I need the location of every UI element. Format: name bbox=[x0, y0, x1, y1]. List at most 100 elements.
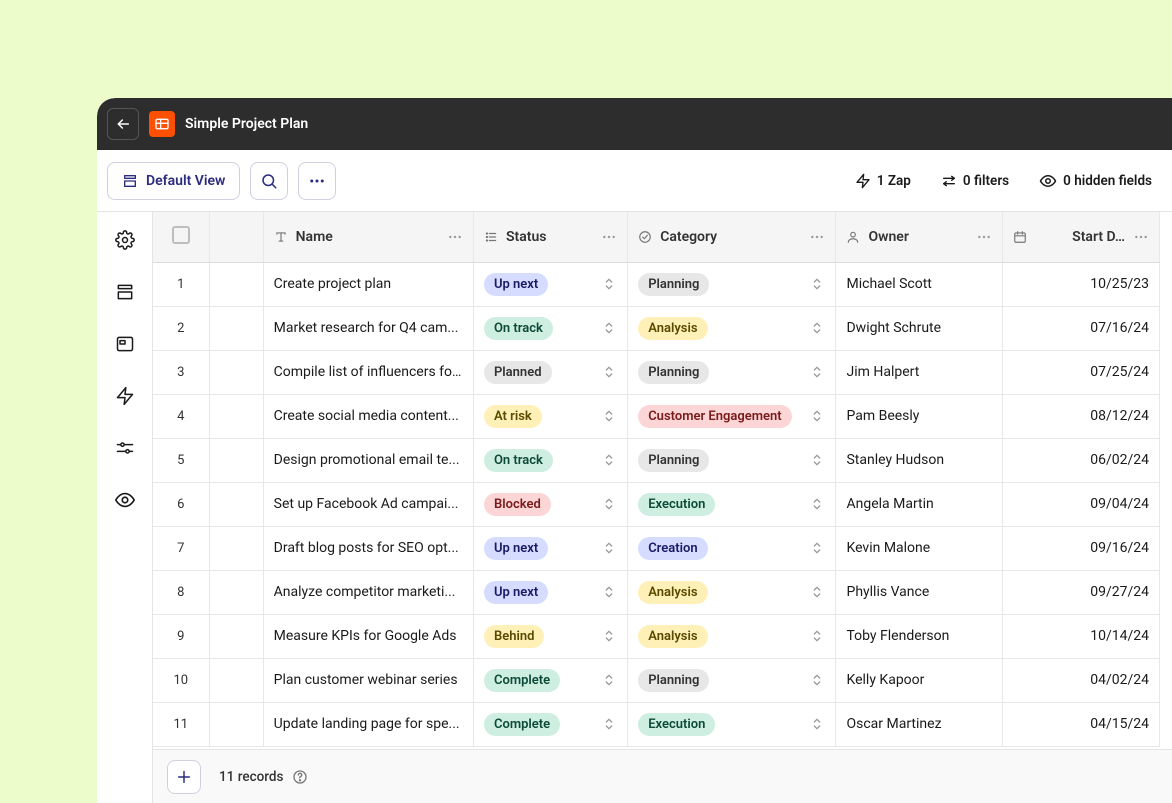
cell-start-date[interactable]: 10/14/24 bbox=[1002, 614, 1159, 658]
cell-status[interactable]: Behind bbox=[473, 614, 627, 658]
cell-owner[interactable]: Dwight Schrute bbox=[836, 306, 1002, 350]
cell-owner[interactable]: Pam Beesly bbox=[836, 394, 1002, 438]
chevron-up-down-icon[interactable] bbox=[601, 540, 617, 556]
column-header-owner[interactable]: Owner bbox=[836, 212, 1002, 262]
cell-name[interactable]: Create project plan bbox=[263, 262, 473, 306]
cell-start-date[interactable]: 09/04/24 bbox=[1002, 482, 1159, 526]
cell-owner[interactable]: Toby Flenderson bbox=[836, 614, 1002, 658]
cell-name[interactable]: Design promotional email te... bbox=[263, 438, 473, 482]
row-number[interactable]: 7 bbox=[153, 526, 209, 570]
zap-rail-icon[interactable] bbox=[113, 384, 137, 408]
cell-category[interactable]: Execution bbox=[628, 702, 836, 746]
default-view-button[interactable]: Default View bbox=[107, 162, 240, 200]
cell-status[interactable]: Complete bbox=[473, 658, 627, 702]
cell-name[interactable]: Analyze competitor marketi... bbox=[263, 570, 473, 614]
cell-start-date[interactable]: 04/15/24 bbox=[1002, 702, 1159, 746]
cell-category[interactable]: Planning bbox=[628, 350, 836, 394]
cell-owner[interactable]: Michael Scott bbox=[836, 262, 1002, 306]
cell-category[interactable]: Planning bbox=[628, 262, 836, 306]
cell-owner[interactable]: Kelly Kapoor bbox=[836, 658, 1002, 702]
column-header-start-date[interactable]: Start D… bbox=[1002, 212, 1159, 262]
table-row[interactable]: 11Update landing page for spe...Complete… bbox=[153, 702, 1160, 746]
cell-owner[interactable]: Kevin Malone bbox=[836, 526, 1002, 570]
cell-start-date[interactable]: 08/12/24 bbox=[1002, 394, 1159, 438]
cell-start-date[interactable]: 07/16/24 bbox=[1002, 306, 1159, 350]
chevron-up-down-icon[interactable] bbox=[809, 716, 825, 732]
column-menu-icon[interactable] bbox=[809, 229, 825, 245]
cell-name[interactable]: Plan customer webinar series bbox=[263, 658, 473, 702]
column-menu-icon[interactable] bbox=[601, 229, 617, 245]
chevron-up-down-icon[interactable] bbox=[809, 584, 825, 600]
chevron-up-down-icon[interactable] bbox=[809, 672, 825, 688]
cell-status[interactable]: Planned bbox=[473, 350, 627, 394]
table-row[interactable]: 8Analyze competitor marketi...Up nextAna… bbox=[153, 570, 1160, 614]
column-header-status[interactable]: Status bbox=[473, 212, 627, 262]
filters-chip[interactable]: 0 filters bbox=[931, 164, 1019, 198]
table-row[interactable]: 6Set up Facebook Ad campai...BlockedExec… bbox=[153, 482, 1160, 526]
visibility-icon[interactable] bbox=[113, 488, 137, 512]
row-number[interactable]: 4 bbox=[153, 394, 209, 438]
cell-start-date[interactable]: 07/25/24 bbox=[1002, 350, 1159, 394]
chevron-up-down-icon[interactable] bbox=[809, 540, 825, 556]
chevron-up-down-icon[interactable] bbox=[601, 452, 617, 468]
table-row[interactable]: 9Measure KPIs for Google AdsBehindAnalys… bbox=[153, 614, 1160, 658]
chevron-up-down-icon[interactable] bbox=[601, 584, 617, 600]
settings-gear-icon[interactable] bbox=[113, 228, 137, 252]
cell-name[interactable]: Set up Facebook Ad campai... bbox=[263, 482, 473, 526]
chevron-up-down-icon[interactable] bbox=[809, 628, 825, 644]
cell-category[interactable]: Planning bbox=[628, 658, 836, 702]
column-menu-icon[interactable] bbox=[447, 229, 463, 245]
cell-category[interactable]: Analysis bbox=[628, 614, 836, 658]
chevron-up-down-icon[interactable] bbox=[601, 628, 617, 644]
cell-owner[interactable]: Jim Halpert bbox=[836, 350, 1002, 394]
zaps-chip[interactable]: 1 Zap bbox=[845, 164, 921, 198]
cell-name[interactable]: Compile list of influencers fo... bbox=[263, 350, 473, 394]
cell-status[interactable]: Up next bbox=[473, 526, 627, 570]
cell-status[interactable]: Up next bbox=[473, 570, 627, 614]
chevron-up-down-icon[interactable] bbox=[601, 496, 617, 512]
row-number[interactable]: 6 bbox=[153, 482, 209, 526]
table-row[interactable]: 7 Draft blog posts for SEO opt...Up nextC… bbox=[153, 526, 1160, 570]
checkbox-icon[interactable] bbox=[172, 226, 190, 244]
back-button[interactable] bbox=[107, 108, 139, 140]
chevron-up-down-icon[interactable] bbox=[809, 276, 825, 292]
chevron-up-down-icon[interactable] bbox=[601, 672, 617, 688]
cell-owner[interactable]: Phyllis Vance bbox=[836, 570, 1002, 614]
cell-category[interactable]: Creation bbox=[628, 526, 836, 570]
cell-start-date[interactable]: 09/27/24 bbox=[1002, 570, 1159, 614]
cell-owner[interactable]: Angela Martin bbox=[836, 482, 1002, 526]
cell-category[interactable]: Analysis bbox=[628, 570, 836, 614]
column-menu-icon[interactable] bbox=[976, 229, 992, 245]
table-row[interactable]: 4 Create social media content...At riskCu… bbox=[153, 394, 1160, 438]
table-row[interactable]: 1Create project planUp nextPlanningMicha… bbox=[153, 262, 1160, 306]
select-all-header[interactable] bbox=[153, 212, 209, 262]
cell-owner[interactable]: Stanley Hudson bbox=[836, 438, 1002, 482]
cell-status[interactable]: Complete bbox=[473, 702, 627, 746]
chevron-up-down-icon[interactable] bbox=[809, 364, 825, 380]
cell-category[interactable]: Customer Engagement bbox=[628, 394, 836, 438]
chevron-up-down-icon[interactable] bbox=[809, 496, 825, 512]
row-number[interactable]: 5 bbox=[153, 438, 209, 482]
row-number[interactable]: 2 bbox=[153, 306, 209, 350]
table-row[interactable]: 5Design promotional email te...On trackP… bbox=[153, 438, 1160, 482]
table-row[interactable]: 3Compile list of influencers fo...Planne… bbox=[153, 350, 1160, 394]
column-header-category[interactable]: Category bbox=[628, 212, 836, 262]
cell-status[interactable]: At risk bbox=[473, 394, 627, 438]
help-icon[interactable] bbox=[292, 769, 308, 785]
row-number[interactable]: 1 bbox=[153, 262, 209, 306]
cell-name[interactable]: Draft blog posts for SEO opt... bbox=[263, 526, 473, 570]
cell-status[interactable]: On track bbox=[473, 438, 627, 482]
more-button[interactable] bbox=[298, 162, 336, 200]
chevron-up-down-icon[interactable] bbox=[601, 364, 617, 380]
cell-start-date[interactable]: 09/16/24 bbox=[1002, 526, 1159, 570]
row-number[interactable]: 9 bbox=[153, 614, 209, 658]
cell-start-date[interactable]: 10/25/23 bbox=[1002, 262, 1159, 306]
cell-name[interactable]: Create social media content... bbox=[263, 394, 473, 438]
add-row-button[interactable] bbox=[167, 760, 201, 794]
cell-owner[interactable]: Oscar Martinez bbox=[836, 702, 1002, 746]
chevron-up-down-icon[interactable] bbox=[601, 408, 617, 424]
cell-start-date[interactable]: 04/02/24 bbox=[1002, 658, 1159, 702]
table-row[interactable]: 10 Plan customer webinar seriesCompletePl… bbox=[153, 658, 1160, 702]
chevron-up-down-icon[interactable] bbox=[809, 408, 825, 424]
row-number[interactable]: 10 bbox=[153, 658, 209, 702]
